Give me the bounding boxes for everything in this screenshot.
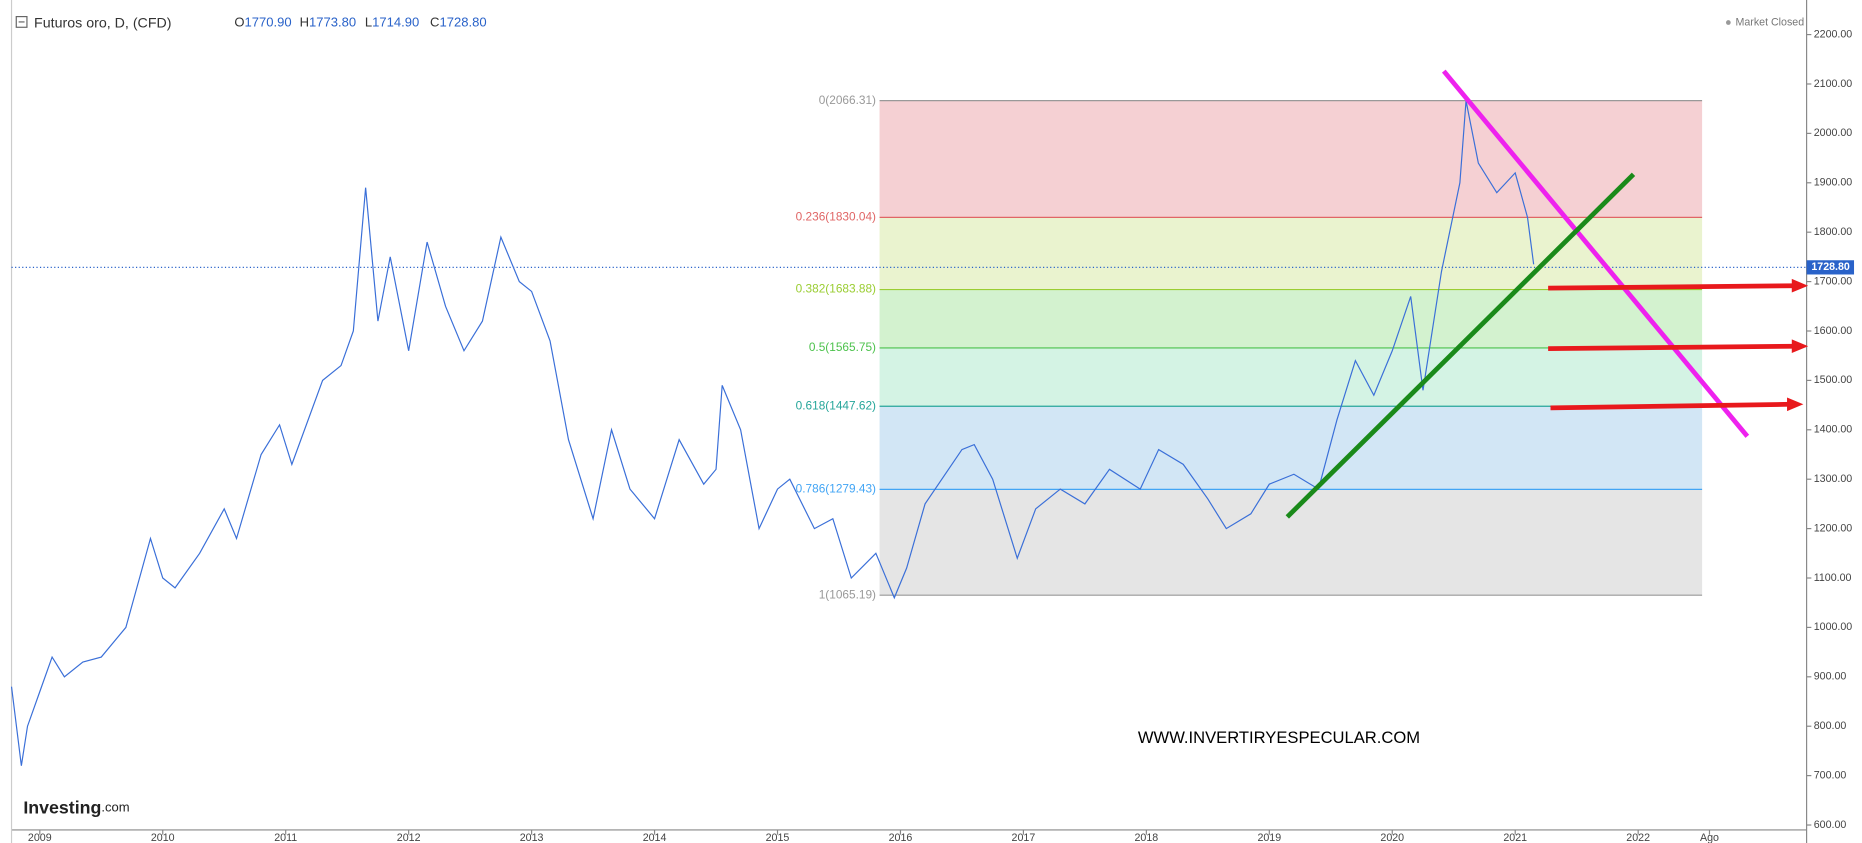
y-tick-label: 1400.00	[1814, 424, 1853, 436]
x-tick-label: 2021	[1503, 832, 1527, 843]
collapse-icon[interactable]	[15, 16, 28, 28]
x-tick-label: 2017	[1012, 832, 1036, 843]
header: Futuros oro, D, (CFD) O1770.90 H1773.80 L1…	[15, 15, 1804, 31]
fibonacci: 0(2066.31) 0.236(1830.04) 0.382(1683.88) 0.…	[796, 93, 1703, 601]
ohlc-key: L	[365, 15, 372, 30]
y-tick-label: 1800.00	[1814, 226, 1853, 238]
arrow-head	[1787, 397, 1804, 412]
y-tick-label: 1700.00	[1814, 275, 1853, 287]
arrow-head	[1791, 278, 1809, 293]
arrow	[1548, 283, 1795, 291]
trendline-support	[1285, 172, 1636, 519]
arrow	[1548, 343, 1795, 351]
x-tick-label: 2019	[1257, 832, 1281, 843]
fib-band	[879, 100, 1703, 218]
fib-label: 0.382(1683.88)	[796, 282, 876, 296]
fib-label: 0.786(1279.43)	[796, 481, 876, 495]
y-tick-label: 2100.00	[1814, 78, 1853, 90]
ohlc-value: 1728.80	[439, 15, 486, 30]
x-tick-label: 2010	[151, 832, 175, 843]
x-tick-label: 2015	[766, 832, 790, 843]
last-price-label: 1728.80	[1811, 261, 1850, 273]
x-tick-label: 2022	[1626, 832, 1650, 843]
fib-label: 0.236(1830.04)	[796, 209, 876, 223]
x-tick-label: Ago	[1700, 832, 1719, 843]
ohlc-item: H1773.80	[300, 15, 357, 30]
x-tick-label: 2016	[889, 832, 913, 843]
plot	[10, 100, 1807, 766]
fib-band	[879, 406, 1703, 490]
y-tick-label: 1900.00	[1814, 177, 1853, 189]
fib-label: 0(2066.31)	[819, 93, 876, 107]
y-tick-label: 1300.00	[1814, 473, 1853, 485]
ohlc-value: 1770.90	[245, 15, 292, 30]
fib-band	[879, 289, 1703, 348]
arrows	[1548, 278, 1809, 412]
chart-title: Futuros oro, D, (CFD)	[34, 15, 171, 31]
arrow-head	[1791, 339, 1809, 354]
x-tick-label: 2014	[643, 832, 667, 843]
arrow	[1550, 401, 1791, 411]
y-tick-label: 900.00	[1814, 671, 1847, 683]
ohlc-key: C	[430, 15, 439, 30]
ohlc-key: O	[234, 15, 244, 30]
x-tick-label: 2011	[274, 832, 297, 843]
fib-label: 1(1065.19)	[819, 587, 876, 601]
status-dot	[1725, 20, 1731, 25]
ohlc: O1770.90 H1773.80 L1714.90 C1728.80	[234, 15, 486, 30]
x-tick-label: 2020	[1380, 832, 1404, 843]
y-tick-label: 2000.00	[1814, 127, 1853, 139]
fib-label: 0.5(1565.75)	[809, 340, 876, 354]
y-tick-label: 1600.00	[1814, 325, 1853, 337]
y-tick-label: 1500.00	[1814, 374, 1853, 386]
ohlc-value: 1714.90	[372, 15, 419, 30]
fib-band	[879, 347, 1703, 407]
ohlc-item: O1770.90	[234, 15, 291, 30]
market-status: Market Closed	[1735, 16, 1804, 28]
y-tick-label: 1200.00	[1814, 522, 1853, 534]
logo: Investing.com	[23, 797, 129, 817]
ohlc-key: H	[300, 15, 309, 30]
axes: 600.00 700.00 800.00 900.00 1000.00 1100.00 12…	[28, 28, 1855, 843]
fib-label: 0.618(1447.62)	[796, 398, 876, 412]
y-tick-label: 1000.00	[1814, 621, 1853, 633]
ohlc-value: 1773.80	[309, 15, 356, 30]
trendline-resistance	[1441, 69, 1750, 438]
last-price-box	[1806, 260, 1855, 275]
ohlc-item: C1728.80	[430, 15, 487, 30]
y-tick-label: 600.00	[1814, 819, 1847, 831]
x-tick-label: 2018	[1135, 832, 1159, 843]
y-tick-label: 800.00	[1814, 720, 1847, 732]
y-tick-label: 700.00	[1814, 769, 1847, 781]
x-tick-label: 2013	[520, 832, 544, 843]
ohlc-item: L1714.90	[365, 15, 419, 30]
logo-suffix: .com	[101, 800, 129, 815]
y-tick-label: 1100.00	[1814, 572, 1852, 584]
x-tick-label: 2009	[28, 832, 52, 843]
watermark: WWW.INVERTIRYESPECULAR.COM	[1138, 728, 1420, 747]
price-line	[10, 100, 1535, 766]
fib-band	[879, 489, 1703, 596]
y-tick-label: 2200.00	[1814, 28, 1853, 40]
x-tick-label: 2012	[397, 832, 421, 843]
logo-text: Investing	[23, 797, 101, 817]
fib-band	[879, 217, 1703, 290]
